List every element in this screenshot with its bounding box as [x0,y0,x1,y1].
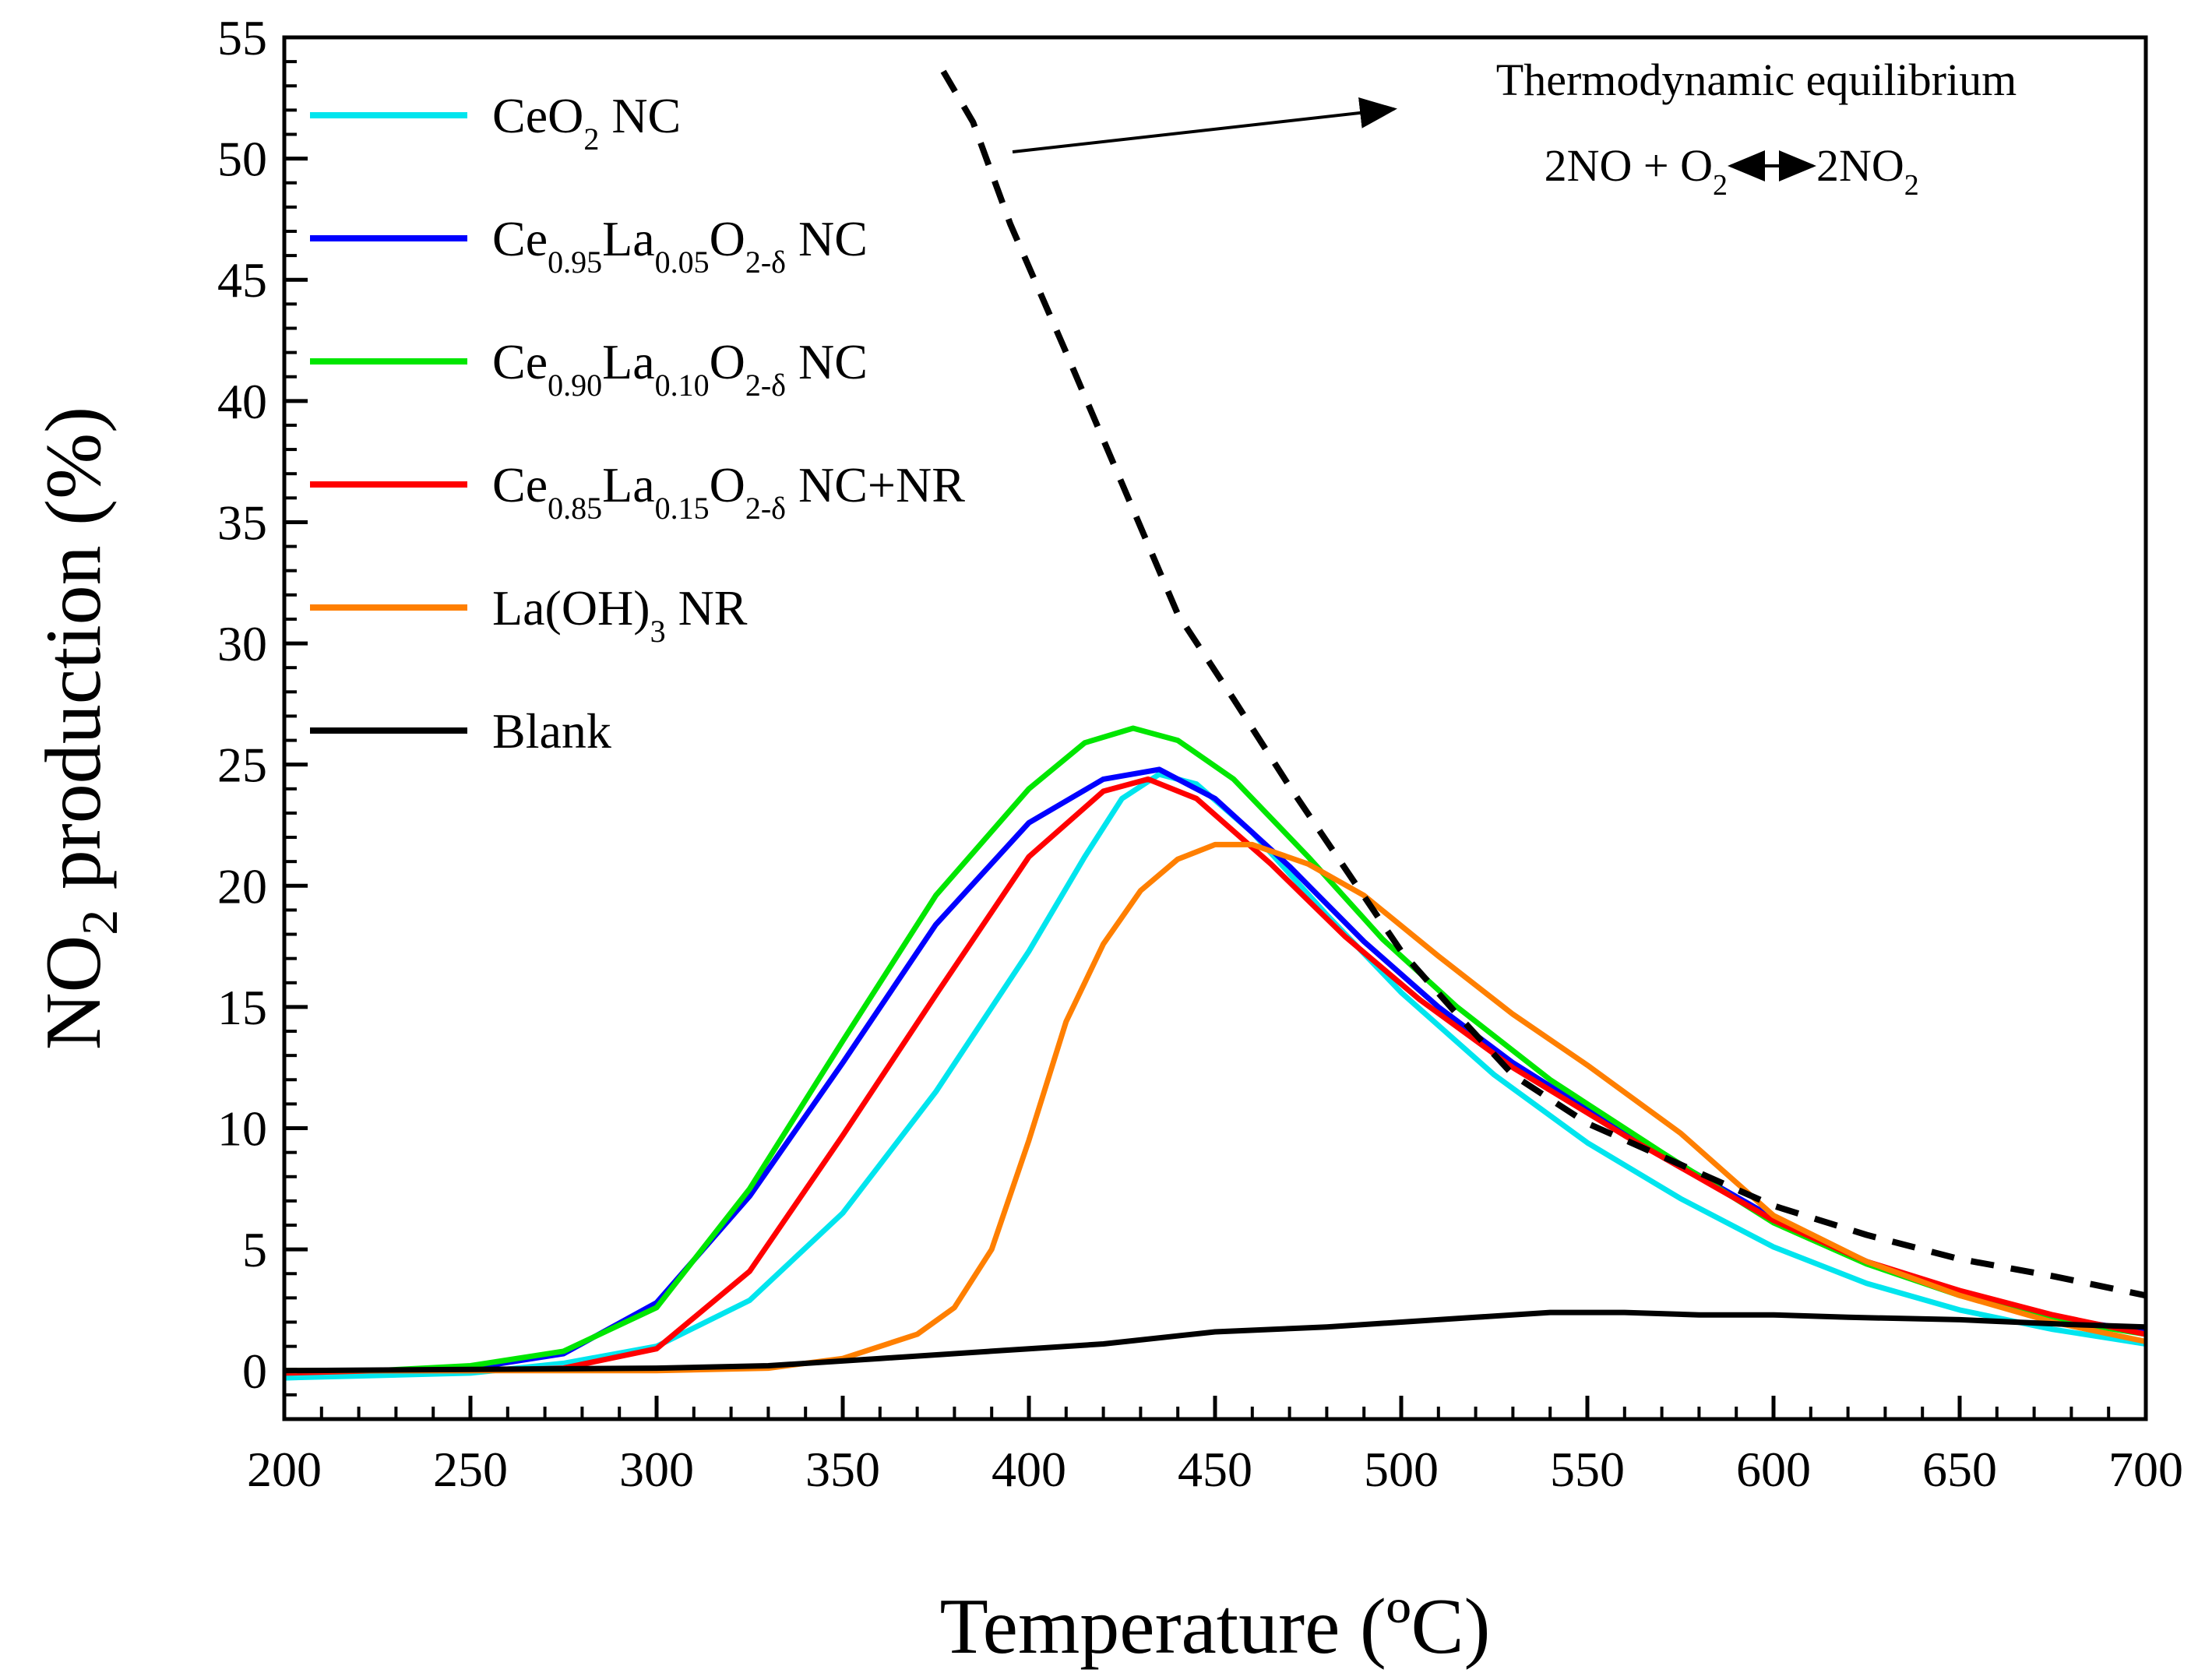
legend-label-part: Blank [492,703,611,759]
legend-label-part: Ce [492,211,548,266]
y-tick-label: 5 [242,1222,267,1277]
y-axis-title-sub: 2 [72,910,129,935]
legend-label-part: 0.90 [548,368,602,403]
y-tick-label: 25 [217,738,267,793]
annotation-title: Thermodynamic equilibrium [1496,55,2017,105]
x-tick-label: 300 [619,1442,694,1497]
legend-label: Ce0.95La0.05O2-δ NC [492,211,868,280]
legend-label-part: NC [599,88,681,143]
legend-label-part: La(OH) [492,580,650,636]
legend-label: La(OH)3 NR [492,580,748,649]
x-tick-label: 450 [1178,1442,1252,1497]
y-axis-title-prefix: NO [30,935,118,1050]
equation-right-main: 2NO [1816,140,1904,191]
x-tick-label: 350 [805,1442,880,1497]
legend-label-part: 2-δ [745,245,786,280]
y-tick-label: 10 [217,1101,267,1157]
x-tick-label: 550 [1550,1442,1625,1497]
legend-label-part: CeO [492,88,583,143]
legend-label-part: 2-δ [745,491,786,526]
legend-label-part: NC [786,211,868,266]
legend-entry: Ce0.85La0.15O2-δ NC+NR [310,457,965,526]
equation-left-sub: 2 [1713,169,1728,202]
y-tick-label: 40 [217,374,267,429]
x-tick-label: 650 [1922,1442,1997,1497]
y-tick-label: 45 [217,252,267,308]
legend-label-part: 0.15 [655,491,710,526]
legend-label: Ce0.90La0.10O2-δ NC [492,334,868,403]
legend-label-part: 0.10 [655,368,710,403]
y-tick-label: 55 [217,10,267,65]
y-tick-label: 15 [217,980,267,1035]
legend-label-part: Ce [492,457,548,512]
x-tick-label: 250 [433,1442,508,1497]
y-tick-label: 30 [217,616,267,671]
legend-entry: Ce0.90La0.10O2-δ NC [310,334,868,403]
x-tick-label: 600 [1736,1442,1811,1497]
equation-right: 2NO2 [1816,140,1919,202]
legend-label-part: 2-δ [745,368,786,403]
legend-label-part: 3 [650,614,666,649]
legend-entry: Blank [310,703,611,759]
legend-entry: Ce0.95La0.05O2-δ NC [310,211,868,280]
legend-label-part: Ce [492,334,548,389]
legend-entry: CeO2 NC [310,88,681,157]
legend-label-part: NC [786,334,868,389]
legend-label-part: La [602,457,655,512]
legend-label: CeO2 NC [492,88,681,157]
x-axis-title: Temperature (ºC) [940,1583,1491,1671]
series-line-blank [284,1309,2146,1374]
legend-label-part: NC+NR [786,457,965,512]
legend-label-part: 0.95 [548,245,602,280]
equation-left-main: 2NO + O [1545,140,1713,191]
equation-left: 2NO + O2 [1545,140,1728,202]
x-tick-label: 200 [247,1442,322,1497]
x-tick-label: 400 [992,1442,1066,1497]
legend-entry: La(OH)3 NR [310,580,748,649]
legend-label: Ce0.85La0.15O2-δ NC+NR [492,457,965,526]
y-axis-title: NO2 production (%) [30,407,129,1050]
equation-right-sub: 2 [1904,169,1919,202]
tick-layer: 200 250 300 350 400 450 500 550 600 650 7000510152… [217,10,2183,1497]
legend-label-part: La [602,334,655,389]
x-tick-label: 500 [1364,1442,1439,1497]
legend-label-part: O [710,211,745,266]
legend-label-part: 0.85 [548,491,602,526]
annotation-pointer-arrow [1012,97,1397,153]
legend-label-part: O [710,457,745,512]
series-line-thermodynamic-equilibrium [940,69,2146,1299]
legend-label: Blank [492,703,611,759]
y-tick-label: 20 [217,858,267,914]
equilibrium-annotation: Thermodynamic equilibrium 2NO + O2 2NO2 [1012,55,2017,202]
y-axis-title-suffix: production (%) [30,407,118,910]
legend-label-part: 2 [583,122,599,157]
x-tick-label: 700 [2108,1442,2183,1497]
legend-label-part: NR [666,580,748,636]
series-layer [284,69,2146,1381]
y-tick-label: 50 [217,132,267,187]
y-tick-label: 35 [217,495,267,550]
legend-label-part: 0.05 [655,245,710,280]
legend-label-part: La [602,211,655,266]
legend-label-part: O [710,334,745,389]
y-tick-label: 0 [242,1344,267,1399]
